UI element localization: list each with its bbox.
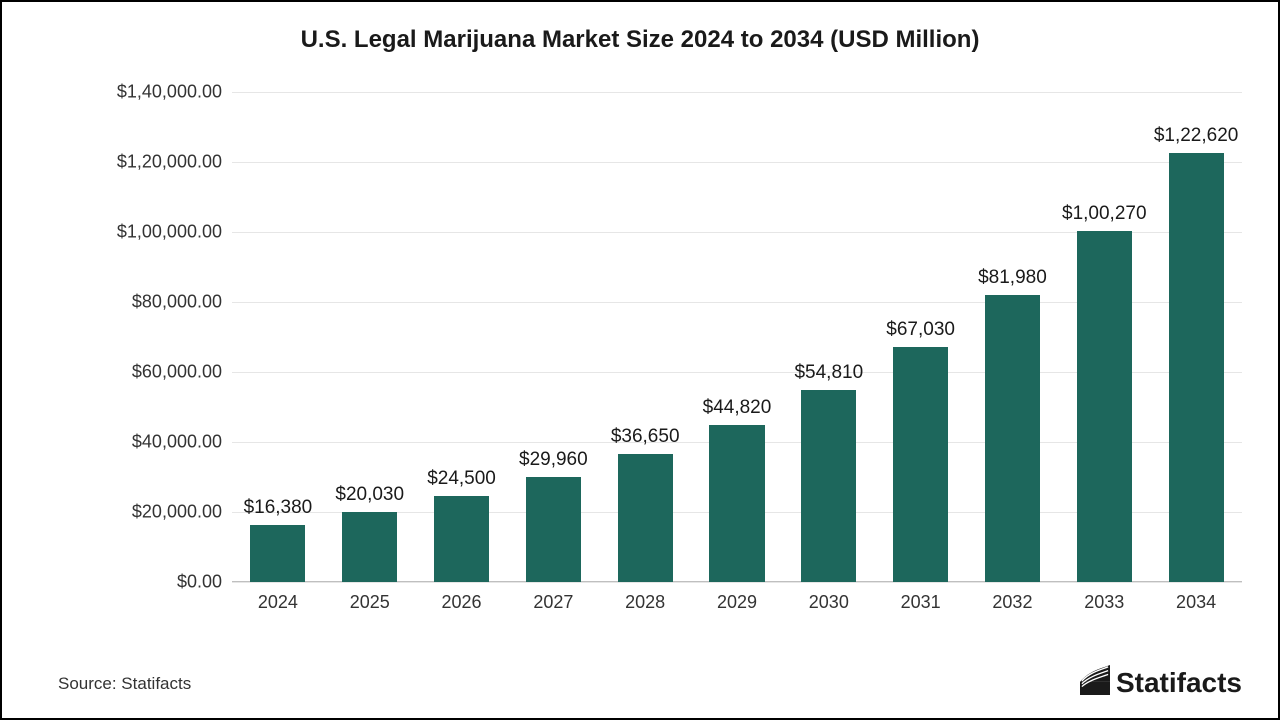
y-tick-label: $1,00,000.00 <box>117 222 232 243</box>
bar <box>618 454 673 582</box>
bar <box>526 477 581 582</box>
bar <box>893 347 948 582</box>
x-tick-label: 2033 <box>1084 582 1124 613</box>
bar-value-label: $54,810 <box>794 362 863 384</box>
y-tick-label: $1,40,000.00 <box>117 82 232 103</box>
bar-value-label: $81,980 <box>978 267 1047 289</box>
bar <box>342 512 397 582</box>
bar-value-label: $67,030 <box>886 319 955 341</box>
bar-slot: $16,3802024 <box>232 92 324 582</box>
x-tick-label: 2025 <box>350 582 390 613</box>
bar-slot: $1,22,6202034 <box>1150 92 1242 582</box>
y-tick-label: $40,000.00 <box>132 432 232 453</box>
bar-slot: $67,0302031 <box>875 92 967 582</box>
brand-name: Statifacts <box>1116 667 1242 699</box>
bar-slot: $54,8102030 <box>783 92 875 582</box>
bar-slot: $44,8202029 <box>691 92 783 582</box>
bar-value-label: $20,030 <box>335 484 404 506</box>
x-tick-label: 2029 <box>717 582 757 613</box>
bar <box>801 390 856 582</box>
bar <box>434 496 489 582</box>
bar <box>709 425 764 582</box>
bar-value-label: $44,820 <box>703 397 772 419</box>
x-tick-label: 2031 <box>901 582 941 613</box>
bar-value-label: $1,00,270 <box>1062 203 1147 225</box>
y-tick-label: $20,000.00 <box>132 502 232 523</box>
x-tick-label: 2027 <box>533 582 573 613</box>
bar <box>1169 153 1224 582</box>
chart-title: U.S. Legal Marijuana Market Size 2024 to… <box>2 26 1278 54</box>
x-tick-label: 2032 <box>992 582 1032 613</box>
bar-slot: $36,6502028 <box>599 92 691 582</box>
bar <box>1077 231 1132 582</box>
source-text: Source: Statifacts <box>58 674 191 694</box>
x-tick-label: 2024 <box>258 582 298 613</box>
y-tick-label: $80,000.00 <box>132 292 232 313</box>
bar-value-label: $36,650 <box>611 426 680 448</box>
bar-value-label: $1,22,620 <box>1154 125 1239 147</box>
brand: Statifacts <box>1080 665 1242 700</box>
brand-icon <box>1080 665 1110 700</box>
x-tick-label: 2034 <box>1176 582 1216 613</box>
plot-area: $0.00$20,000.00$40,000.00$60,000.00$80,0… <box>232 92 1242 582</box>
bar <box>250 525 305 582</box>
bar-slot: $1,00,2702033 <box>1058 92 1150 582</box>
bar-slot: $24,5002026 <box>416 92 508 582</box>
y-tick-label: $0.00 <box>177 572 232 593</box>
y-tick-label: $60,000.00 <box>132 362 232 383</box>
bar-slot: $81,9802032 <box>967 92 1059 582</box>
x-tick-label: 2030 <box>809 582 849 613</box>
x-tick-label: 2028 <box>625 582 665 613</box>
x-tick-label: 2026 <box>442 582 482 613</box>
bar-value-label: $24,500 <box>427 468 496 490</box>
bar <box>985 295 1040 582</box>
chart-frame: U.S. Legal Marijuana Market Size 2024 to… <box>0 0 1280 720</box>
bar-value-label: $29,960 <box>519 449 588 471</box>
y-tick-label: $1,20,000.00 <box>117 152 232 173</box>
bar-slot: $20,0302025 <box>324 92 416 582</box>
bar-value-label: $16,380 <box>244 497 313 519</box>
bar-slot: $29,9602027 <box>507 92 599 582</box>
